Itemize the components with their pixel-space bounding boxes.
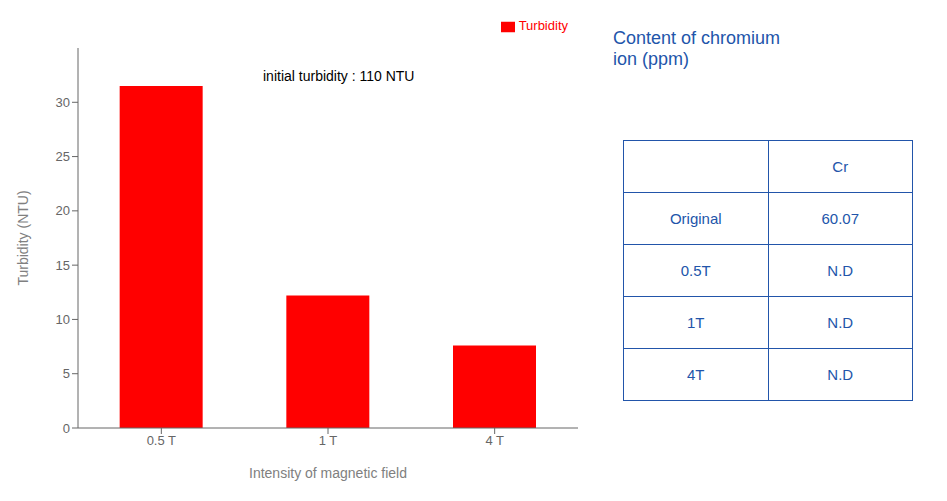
svg-text:20: 20 — [56, 203, 70, 218]
svg-text:1 T: 1 T — [319, 433, 338, 448]
html-text:1T: 1T — [687, 314, 705, 331]
svg-text:25: 25 — [56, 149, 70, 164]
html-text:Cr: Cr — [832, 158, 849, 175]
html-text:Original: Original — [669, 210, 722, 227]
html-text:Content of chromium ion (ppm): Content of chromium ion (ppm) — [613, 28, 781, 69]
svg-text:10: 10 — [56, 312, 70, 327]
svg-text:0: 0 — [63, 421, 70, 436]
html-text:Turbidity: Turbidity — [518, 18, 568, 33]
svg-text:Intensity of magnetic field: Intensity of magnetic field — [249, 465, 407, 481]
html-text:initial turbidity : 110 NTU: initial turbidity : 110 NTU — [263, 68, 415, 84]
svg-text:30: 30 — [56, 95, 70, 110]
html-text:60.07: 60.07 — [821, 210, 859, 227]
html-text:N.D: N.D — [827, 366, 854, 383]
svg-text:Turbidity (NTU): Turbidity (NTU) — [15, 190, 31, 285]
html-text:N.D: N.D — [827, 262, 854, 279]
html-text:4T: 4T — [687, 366, 705, 383]
html-text:0.5T: 0.5T — [680, 262, 711, 279]
html-text:N.D: N.D — [827, 314, 854, 331]
svg-text:15: 15 — [56, 258, 70, 273]
svg-text:5: 5 — [63, 366, 70, 381]
svg-text:4 T: 4 T — [485, 433, 504, 448]
svg-text:0.5 T: 0.5 T — [147, 433, 176, 448]
